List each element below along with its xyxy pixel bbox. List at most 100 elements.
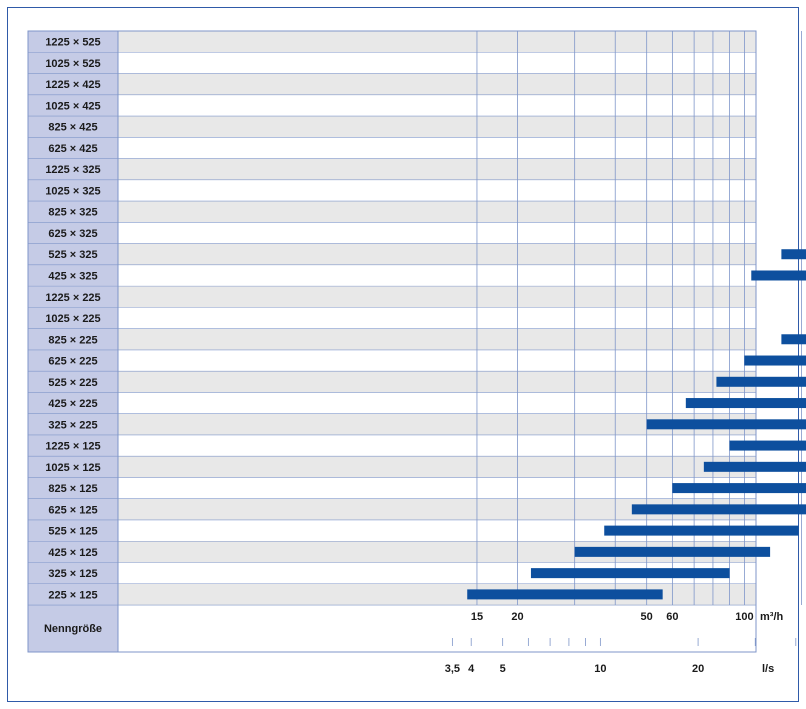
row-background (118, 158, 756, 180)
chart-frame (7, 7, 799, 702)
row-label-cell (28, 434, 118, 457)
row-label: 1225 × 125 (45, 441, 100, 453)
row-background (118, 31, 756, 53)
row-label: 325 × 125 (48, 568, 97, 580)
row-label: 625 × 125 (48, 504, 97, 516)
range-bar (685, 398, 806, 409)
row-label: 525 × 225 (48, 377, 97, 389)
row-background (118, 222, 756, 244)
row-label: 1025 × 125 (45, 462, 100, 474)
range-bar (781, 334, 806, 345)
row-label-cell (28, 137, 118, 159)
x-tick-label-secondary: 20 (692, 663, 704, 675)
x-tick-label-secondary: 4 (468, 663, 475, 675)
range-bar (729, 440, 806, 451)
row-label-cell (28, 371, 118, 393)
x-tick-label-secondary: 10 (594, 663, 606, 675)
axis-title-nenngroesse: Nenngröße (44, 623, 102, 635)
row-background (118, 349, 756, 372)
row-background (118, 307, 756, 329)
row-background (118, 456, 756, 478)
range-bar (703, 461, 806, 472)
axis-label-cell (28, 605, 118, 652)
row-label-cell (28, 201, 118, 223)
row-label-cell (28, 562, 118, 584)
row-label-cell (28, 477, 118, 499)
row-background (118, 286, 756, 308)
row-background (118, 371, 756, 393)
range-bar (781, 249, 806, 260)
row-label-cell (28, 413, 118, 435)
x-tick-label-primary: 50 (641, 611, 653, 623)
row-background (118, 519, 756, 542)
row-label-cell (28, 456, 118, 478)
range-bar (744, 355, 806, 366)
row-label: 425 × 225 (48, 398, 97, 410)
row-label-cell (28, 222, 118, 244)
x-tick-label-secondary: 5 (500, 663, 506, 675)
range-bar (631, 504, 806, 515)
row-label-cell (28, 73, 118, 95)
row-label-cell (28, 583, 118, 606)
row-label: 1025 × 425 (45, 100, 100, 112)
row-label-cell (28, 158, 118, 180)
row-background (118, 116, 756, 138)
row-label: 825 × 425 (48, 122, 97, 134)
row-background (118, 477, 756, 499)
row-background (118, 73, 756, 95)
row-label-cell (28, 519, 118, 542)
row-label-cell (28, 243, 118, 265)
row-background (118, 562, 756, 584)
row-background (118, 328, 756, 350)
row-label: 1225 × 225 (45, 292, 100, 304)
row-label: 625 × 425 (48, 143, 97, 155)
row-background (118, 583, 756, 606)
row-label-cell (28, 179, 118, 202)
row-label-cell (28, 286, 118, 308)
range-bar (751, 270, 806, 281)
x-tick-label-primary: 20 (511, 611, 523, 623)
row-label-cell (28, 116, 118, 138)
x-tick-label-primary: 60 (666, 611, 678, 623)
row-label: 425 × 325 (48, 270, 97, 282)
range-bar (467, 589, 663, 600)
row-label: 825 × 225 (48, 334, 97, 346)
range-bar (672, 483, 806, 494)
row-label: 625 × 225 (48, 356, 97, 368)
row-background (118, 94, 756, 117)
row-label: 1225 × 525 (45, 37, 100, 49)
row-label: 1025 × 225 (45, 313, 100, 325)
row-label-cell (28, 31, 118, 53)
row-label: 1225 × 325 (45, 164, 100, 176)
range-bar (604, 525, 799, 536)
row-background (118, 413, 756, 435)
row-label: 825 × 325 (48, 207, 97, 219)
row-label-cell (28, 52, 118, 74)
row-label-cell (28, 328, 118, 350)
row-background (118, 179, 756, 202)
row-label-cell (28, 392, 118, 414)
row-label: 525 × 125 (48, 526, 97, 538)
row-background (118, 52, 756, 74)
x-tick-label-secondary: 3,5 (445, 663, 460, 675)
x-tick-label-primary: 100 (735, 611, 753, 623)
row-label: 425 × 125 (48, 547, 97, 559)
row-label: 1025 × 325 (45, 185, 100, 197)
row-background (118, 392, 756, 414)
row-label: 1225 × 425 (45, 79, 100, 91)
row-background (118, 201, 756, 223)
x-unit-secondary: l/s (762, 663, 774, 675)
range-bar (646, 419, 806, 430)
row-background (118, 137, 756, 159)
row-label-cell (28, 498, 118, 520)
x-unit-primary: m³/h (760, 611, 784, 623)
row-background (118, 498, 756, 520)
row-label-cell (28, 307, 118, 329)
row-label: 1025 × 525 (45, 58, 100, 70)
row-label-cell (28, 349, 118, 372)
row-label: 525 × 325 (48, 249, 97, 261)
range-bar (574, 546, 771, 557)
row-label: 325 × 225 (48, 419, 97, 431)
row-background (118, 243, 756, 265)
